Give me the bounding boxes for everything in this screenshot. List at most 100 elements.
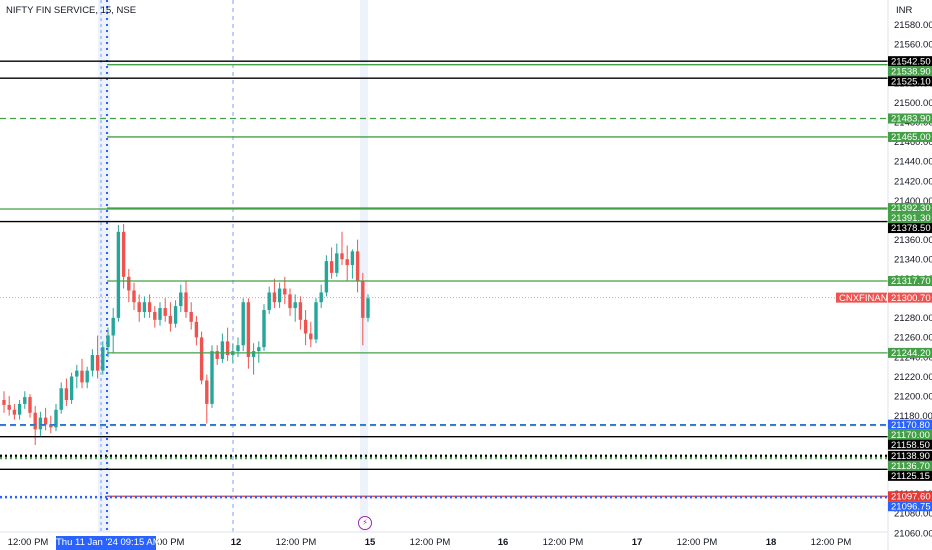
- candle[interactable]: [132, 282, 136, 311]
- candle[interactable]: [69, 372, 74, 404]
- candle[interactable]: [168, 302, 173, 332]
- candle[interactable]: [277, 282, 282, 309]
- candle[interactable]: [64, 378, 69, 406]
- candle-body: [168, 315, 173, 324]
- lightning-icon[interactable]: ⚡: [358, 516, 372, 530]
- price-level-tag: 21125.15: [888, 470, 932, 482]
- candle[interactable]: [85, 366, 89, 389]
- candle[interactable]: [101, 341, 105, 375]
- price-level-tag-bg: [888, 460, 932, 471]
- candle[interactable]: [106, 327, 110, 357]
- candle[interactable]: [163, 298, 167, 322]
- candle[interactable]: [309, 321, 313, 348]
- candle[interactable]: [80, 358, 84, 389]
- price-level-tag-bg: [888, 131, 932, 142]
- price-level-tag-label: 21158.50: [891, 440, 930, 451]
- time-axis-tick: 12:00 PM: [8, 537, 49, 548]
- price-level-tag-bg: [888, 113, 932, 124]
- candle-body: [153, 311, 157, 320]
- candle[interactable]: [137, 294, 141, 322]
- candle[interactable]: [59, 382, 63, 414]
- candle[interactable]: [324, 255, 329, 297]
- price-level-tag-label: 21392.30: [891, 203, 931, 214]
- candle[interactable]: [366, 294, 370, 322]
- candle[interactable]: [319, 284, 323, 309]
- candle[interactable]: [158, 302, 162, 326]
- candle[interactable]: [335, 243, 339, 277]
- candle[interactable]: [350, 249, 355, 279]
- candle[interactable]: [215, 345, 219, 365]
- price-axis-tick: 21060.00: [894, 528, 932, 539]
- candle[interactable]: [220, 333, 225, 363]
- candle[interactable]: [153, 306, 157, 328]
- candle[interactable]: [116, 224, 121, 322]
- candle[interactable]: [288, 288, 292, 316]
- time-axis-tick: 12:00 PM: [811, 537, 852, 548]
- price-axis-tick: 21400.00: [894, 196, 932, 207]
- price-level-tag-bg: [888, 501, 932, 512]
- candle[interactable]: [241, 298, 245, 352]
- candle[interactable]: [262, 304, 266, 352]
- candle[interactable]: [75, 364, 79, 389]
- candle[interactable]: [210, 345, 214, 408]
- time-axis-tick: 00 PM: [157, 537, 185, 548]
- candle-body: [366, 298, 370, 318]
- price-level-tag: 21158.50: [888, 439, 932, 451]
- candle-body: [184, 292, 188, 312]
- candle[interactable]: [121, 223, 126, 289]
- candle-body: [106, 335, 110, 348]
- candle[interactable]: [236, 337, 240, 357]
- candle[interactable]: [28, 394, 32, 418]
- candle[interactable]: [2, 391, 6, 413]
- candle[interactable]: [179, 284, 183, 312]
- candle[interactable]: [17, 400, 22, 420]
- price-level-tag: 21244.20: [888, 347, 932, 359]
- candle[interactable]: [142, 296, 147, 318]
- candle-body: [340, 253, 344, 260]
- candle[interactable]: [173, 300, 178, 328]
- candle[interactable]: [184, 280, 188, 318]
- candle[interactable]: [246, 298, 251, 369]
- candle[interactable]: [361, 272, 365, 346]
- candle[interactable]: [90, 349, 95, 377]
- candle-body: [288, 294, 292, 309]
- candle[interactable]: [7, 396, 11, 416]
- candle[interactable]: [303, 310, 308, 346]
- candle[interactable]: [147, 294, 152, 318]
- candle[interactable]: [293, 294, 297, 322]
- candle[interactable]: [251, 343, 256, 375]
- candle[interactable]: [199, 331, 204, 385]
- candle[interactable]: [127, 268, 131, 303]
- candle[interactable]: [111, 308, 115, 354]
- candle[interactable]: [43, 407, 48, 431]
- candle-body: [277, 288, 282, 303]
- candle[interactable]: [194, 315, 199, 346]
- currency-label[interactable]: INR: [896, 5, 913, 16]
- candle[interactable]: [257, 341, 261, 363]
- last-price-tag-bg: [888, 292, 932, 303]
- candle[interactable]: [12, 403, 17, 420]
- candle[interactable]: [189, 302, 193, 330]
- candle[interactable]: [340, 231, 344, 266]
- price-level-tag: 21483.90: [888, 113, 932, 125]
- candle[interactable]: [54, 403, 58, 432]
- time-axis-tick: 12: [231, 537, 242, 548]
- price-level-tag-label: 21317.70: [891, 276, 931, 287]
- price-level-tag-bg: [888, 450, 932, 461]
- session-highlight: [360, 0, 368, 532]
- candle[interactable]: [355, 239, 360, 293]
- candle[interactable]: [205, 374, 209, 424]
- candle[interactable]: [272, 278, 277, 309]
- candle-body: [101, 347, 105, 371]
- candle[interactable]: [23, 391, 27, 409]
- candle[interactable]: [329, 247, 334, 279]
- candle[interactable]: [345, 245, 349, 281]
- candle[interactable]: [225, 327, 230, 361]
- candle[interactable]: [298, 296, 303, 330]
- candle[interactable]: [314, 298, 318, 344]
- candle-body: [163, 308, 167, 316]
- candle[interactable]: [267, 286, 271, 314]
- candle[interactable]: [95, 335, 100, 379]
